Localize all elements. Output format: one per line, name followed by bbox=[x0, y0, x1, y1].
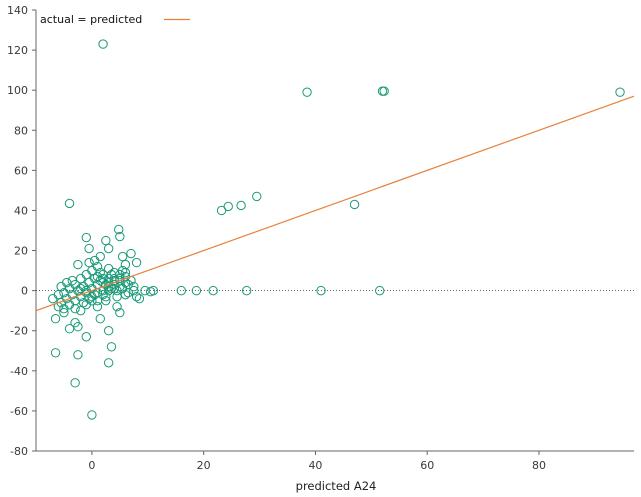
data-point bbox=[129, 285, 139, 296]
y-tick-label: -80 bbox=[10, 445, 28, 458]
data-point bbox=[615, 87, 625, 97]
data-point bbox=[112, 301, 122, 312]
x-axis-title: predicted A24 bbox=[296, 479, 377, 493]
data-point bbox=[375, 285, 385, 296]
data-point bbox=[120, 267, 131, 278]
data-point bbox=[76, 283, 86, 294]
data-point bbox=[59, 303, 69, 314]
data-point bbox=[106, 269, 117, 280]
y-tick-label: -60 bbox=[10, 405, 28, 418]
data-point bbox=[64, 324, 75, 334]
data-point bbox=[117, 265, 128, 276]
data-point bbox=[216, 205, 227, 216]
x-tick-label: 20 bbox=[197, 459, 211, 472]
data-point bbox=[148, 285, 159, 296]
legend-label: actual = predicted bbox=[40, 13, 142, 26]
data-point bbox=[53, 289, 64, 300]
data-point bbox=[50, 348, 61, 358]
data-point bbox=[241, 285, 252, 296]
data-point bbox=[117, 251, 128, 262]
data-point bbox=[92, 301, 103, 312]
y-tick-label: -40 bbox=[10, 365, 28, 378]
data-point bbox=[89, 255, 100, 266]
data-point bbox=[349, 199, 360, 210]
x-tick-label: 40 bbox=[308, 459, 322, 472]
y-tick-label: 20 bbox=[14, 245, 28, 258]
data-point bbox=[98, 273, 108, 284]
data-point bbox=[131, 291, 142, 302]
data-point bbox=[114, 224, 124, 235]
data-point bbox=[176, 285, 187, 296]
data-point bbox=[103, 243, 114, 254]
data-point bbox=[84, 257, 94, 268]
data-point bbox=[95, 251, 105, 262]
y-tick-label: 100 bbox=[7, 84, 28, 97]
data-point bbox=[70, 303, 80, 314]
data-point bbox=[191, 285, 202, 296]
data-point bbox=[112, 291, 122, 302]
data-point bbox=[115, 231, 125, 242]
data-point bbox=[103, 326, 114, 336]
plot-area: -80 -60 -40 -20 0 20 40 60 80 100 120 140 0 20 40 60 80 bbox=[7, 4, 635, 472]
data-point bbox=[92, 261, 103, 272]
y-tick-label: -20 bbox=[10, 325, 28, 338]
data-point bbox=[70, 318, 80, 328]
y-tick-label: 40 bbox=[14, 204, 28, 217]
data-point bbox=[302, 87, 312, 97]
data-point bbox=[59, 287, 69, 298]
data-point bbox=[78, 297, 89, 308]
data-point bbox=[129, 281, 139, 292]
y-tick-label: 120 bbox=[7, 44, 28, 57]
x-tick-label: 80 bbox=[532, 459, 546, 472]
data-point bbox=[81, 232, 91, 243]
x-tick-label: 60 bbox=[420, 459, 434, 472]
data-point bbox=[101, 235, 111, 246]
data-point bbox=[70, 378, 80, 388]
data-point bbox=[59, 307, 69, 318]
data-point bbox=[208, 285, 218, 296]
data-point bbox=[64, 198, 75, 209]
data-point bbox=[81, 299, 91, 310]
data-point bbox=[103, 358, 114, 368]
data-point bbox=[95, 314, 105, 324]
data-point bbox=[73, 350, 83, 360]
data-point bbox=[101, 291, 111, 302]
legend: actual = predicted bbox=[40, 13, 190, 26]
data-point bbox=[252, 191, 262, 202]
y-tick-label: 80 bbox=[14, 124, 28, 137]
data-point bbox=[123, 287, 133, 298]
data-point bbox=[87, 410, 97, 420]
data-point bbox=[236, 200, 246, 211]
y-tick-label: 60 bbox=[14, 164, 28, 177]
data-point bbox=[73, 259, 83, 270]
data-point bbox=[50, 314, 61, 324]
data-point bbox=[101, 295, 111, 306]
data-point bbox=[316, 285, 326, 296]
data-point bbox=[379, 86, 389, 96]
y-tick-label: 0 bbox=[21, 285, 28, 298]
data-point bbox=[106, 342, 117, 352]
data-point bbox=[126, 248, 136, 259]
data-point bbox=[115, 307, 125, 318]
x-tick-label: 0 bbox=[88, 459, 95, 472]
data-point bbox=[76, 305, 86, 316]
data-point bbox=[84, 243, 94, 254]
identity-line bbox=[35, 95, 635, 312]
data-point bbox=[223, 201, 233, 212]
data-point bbox=[81, 269, 91, 280]
data-point bbox=[81, 332, 91, 342]
data-point bbox=[98, 39, 108, 49]
data-point bbox=[131, 257, 142, 268]
data-point bbox=[87, 291, 97, 302]
data-point bbox=[92, 271, 103, 282]
data-point bbox=[134, 293, 145, 304]
y-tick-label: 140 bbox=[7, 4, 28, 17]
data-point bbox=[48, 293, 58, 304]
